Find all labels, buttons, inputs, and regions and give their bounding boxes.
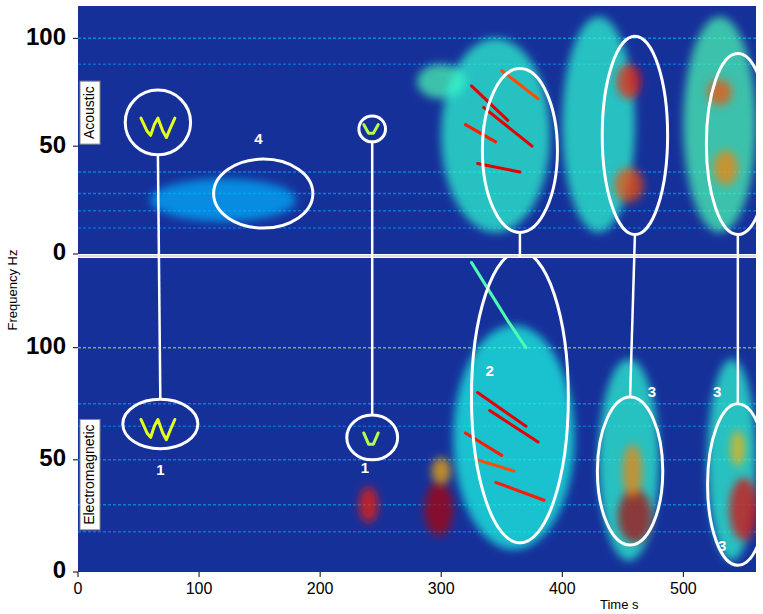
- annotation-label: 1: [361, 459, 369, 476]
- plot-area: [78, 258, 756, 565]
- x-tick: [683, 572, 684, 577]
- annotation-ellipse: [482, 69, 557, 233]
- spectral-streak: [364, 433, 379, 444]
- y-tick: [73, 572, 78, 573]
- panel-label: Electromagnetic: [81, 424, 97, 524]
- panel-separator: [78, 255, 756, 257]
- annotation-link: [519, 232, 522, 258]
- hum-band: [78, 63, 756, 65]
- spectral-streak: [478, 460, 514, 471]
- annotation-label: 3: [713, 383, 721, 400]
- annotation-label: 3: [718, 537, 726, 554]
- annotation-label: 2: [485, 362, 493, 379]
- y-axis-title: Frequency Hz: [5, 250, 20, 331]
- y-tick: [73, 459, 78, 460]
- y-tick-label: 0: [53, 556, 66, 583]
- panel-background: [78, 6, 756, 254]
- spectral-streak: [471, 262, 525, 347]
- spectral-streak: [141, 118, 175, 137]
- panel-background: [78, 258, 756, 572]
- energy-blob: [441, 38, 550, 232]
- annotation-ellipse: [123, 399, 198, 448]
- energy-blob: [683, 17, 756, 233]
- hum-band: [78, 531, 756, 533]
- x-tick: [78, 572, 79, 577]
- energy-blob: [424, 482, 453, 536]
- y-tick-label: 50: [39, 444, 66, 471]
- hum-band: [78, 227, 756, 229]
- x-tick-label: 300: [428, 580, 455, 597]
- y-tick: [73, 146, 78, 147]
- x-tick-label: 400: [549, 580, 576, 597]
- annotation-ellipse: [214, 159, 313, 228]
- panel-label: Acoustic: [81, 86, 97, 139]
- x-tick: [562, 572, 563, 577]
- y-tick-label: 50: [39, 131, 66, 158]
- annotation-ellipse: [347, 415, 398, 460]
- chart: 4 0 50 100 Acoustic 1 1 2 3 3 3 0 50 100 Electromagnet…: [0, 0, 763, 614]
- x-tick-label: 500: [670, 580, 697, 597]
- panel-label-box: [80, 419, 100, 529]
- energy-blob: [453, 325, 574, 549]
- x-axis-title: Time s: [600, 597, 639, 612]
- annotation-ellipse: [125, 90, 190, 155]
- annotation-link: [158, 155, 160, 399]
- y-tick: [73, 347, 78, 348]
- x-tick-label: 100: [186, 580, 213, 597]
- panel-label-group: Acoustic: [80, 81, 100, 144]
- x-tick-label: 200: [307, 580, 334, 597]
- x-tick: [441, 572, 442, 577]
- energy-blob: [623, 444, 642, 498]
- annotation-ellipse: [597, 397, 662, 545]
- y-tick: [73, 254, 78, 255]
- spectral-streak: [478, 393, 526, 427]
- annotation-ellipse: [359, 116, 386, 142]
- spectral-streak: [465, 433, 501, 455]
- annotation-link: [737, 235, 740, 404]
- y-tick: [73, 38, 78, 39]
- energy-blob: [359, 487, 378, 523]
- energy-blob: [729, 478, 756, 541]
- x-tick-label: 0: [74, 580, 83, 597]
- y-tick-label: 100: [26, 23, 66, 50]
- spectral-streak: [496, 482, 544, 500]
- annotation-label: 3: [648, 383, 656, 400]
- x-tick: [199, 572, 200, 577]
- x-tick: [320, 572, 321, 577]
- panel-label-box: [80, 81, 100, 144]
- annotation-ellipse: [706, 53, 756, 234]
- energy-blob: [731, 431, 746, 467]
- annotation-link: [630, 235, 635, 397]
- annotation-ellipse: [708, 404, 756, 565]
- spectral-streak: [465, 125, 495, 142]
- annotation-label: 1: [156, 461, 164, 478]
- spectral-streak: [141, 419, 175, 439]
- y-tick-label: 100: [26, 332, 66, 359]
- energy-blob: [617, 64, 641, 99]
- plot-area: [78, 17, 756, 235]
- hum-band: [78, 347, 756, 349]
- hum-band: [78, 171, 756, 173]
- hum-band: [78, 38, 756, 40]
- y-tick-label: 0: [53, 238, 66, 265]
- energy-blob: [432, 458, 451, 485]
- energy-blob: [714, 150, 738, 185]
- spectral-streak: [364, 125, 379, 134]
- annotation-ellipse: [602, 36, 667, 234]
- annotation-ellipse: [471, 258, 568, 543]
- annotation-link: [371, 142, 374, 415]
- annotation-label: 4: [254, 130, 263, 147]
- spectral-streak: [490, 411, 538, 442]
- energy-blob: [614, 168, 643, 203]
- panel-label-group: Electromagnetic: [80, 419, 100, 529]
